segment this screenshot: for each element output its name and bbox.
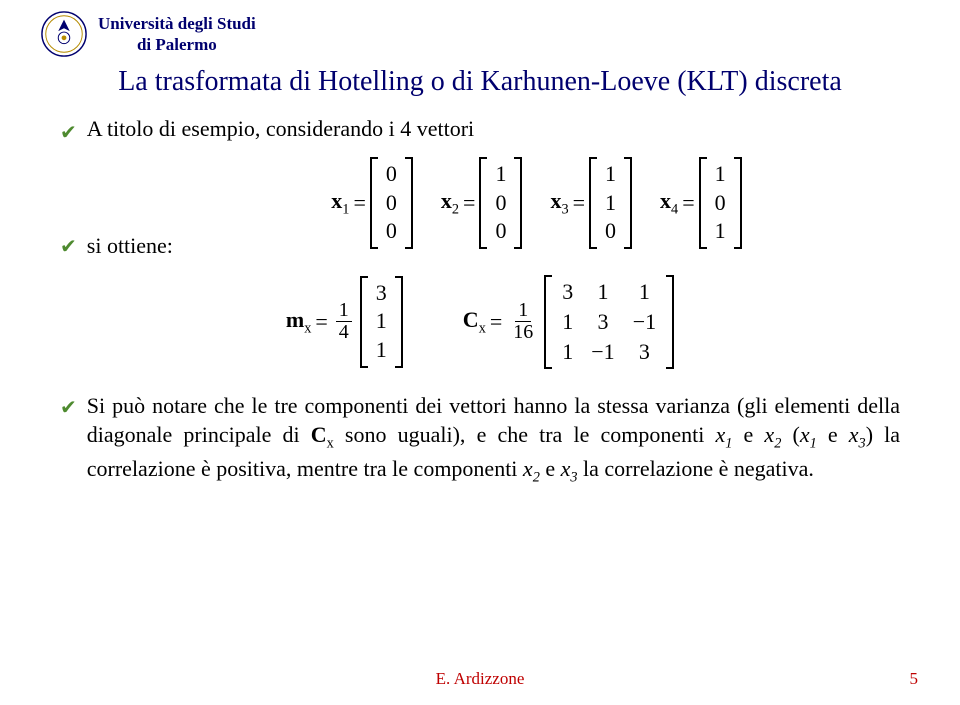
vector-x1: x1 = 0 0 0 [331,157,413,249]
cov-matrix: Cx = 1 16 3 1 1 1 3 −1 1 −1 [463,275,674,369]
vectors-row: x1 = 0 0 0 x2 = [173,157,900,249]
bullet2-text: si ottiene: [87,233,173,259]
uni-line1: Università degli Studi [98,13,256,34]
mean-fraction: 1 4 [336,300,352,343]
checkmark-icon: ✔ [60,395,77,420]
bullet-3: ✔ Si può notare che le tre componenti de… [60,391,900,488]
checkmark-icon: ✔ [60,120,77,145]
slide: Università degli Studi di Palermo La tra… [0,0,960,705]
header: Università degli Studi di Palermo [40,10,920,58]
university-name: Università degli Studi di Palermo [98,13,256,56]
bullet-1: ✔ A titolo di esempio, considerando i 4 … [60,116,900,145]
bullet1-text: A titolo di esempio, considerando i 4 ve… [87,116,900,142]
footer-author: E. Ardizzone [0,669,960,689]
mean-cov-row: mx = 1 4 3 1 1 Cx = [60,275,900,369]
vector-x4: x4 = 1 0 1 [660,157,742,249]
cov-fraction: 1 16 [510,300,536,343]
vector-x2: x2 = 1 0 0 [441,157,523,249]
mean-vector: mx = 1 4 3 1 1 [286,276,403,368]
checkmark-icon: ✔ [60,234,77,259]
slide-title: La trasformata di Hotelling o di Karhune… [60,66,900,98]
bullet3-text: Si può notare che le tre componenti dei … [87,391,900,488]
vector-x3: x3 = 1 1 0 [550,157,632,249]
content: ✔ A titolo di esempio, considerando i 4 … [40,116,920,488]
bullet-2: ✔ si ottiene: [60,230,173,259]
uni-line2: di Palermo [98,34,256,55]
vectors-and-si-ottiene: ✔ si ottiene: x1 = 0 0 0 [60,151,900,259]
university-logo [40,10,88,58]
page-number: 5 [910,669,919,689]
